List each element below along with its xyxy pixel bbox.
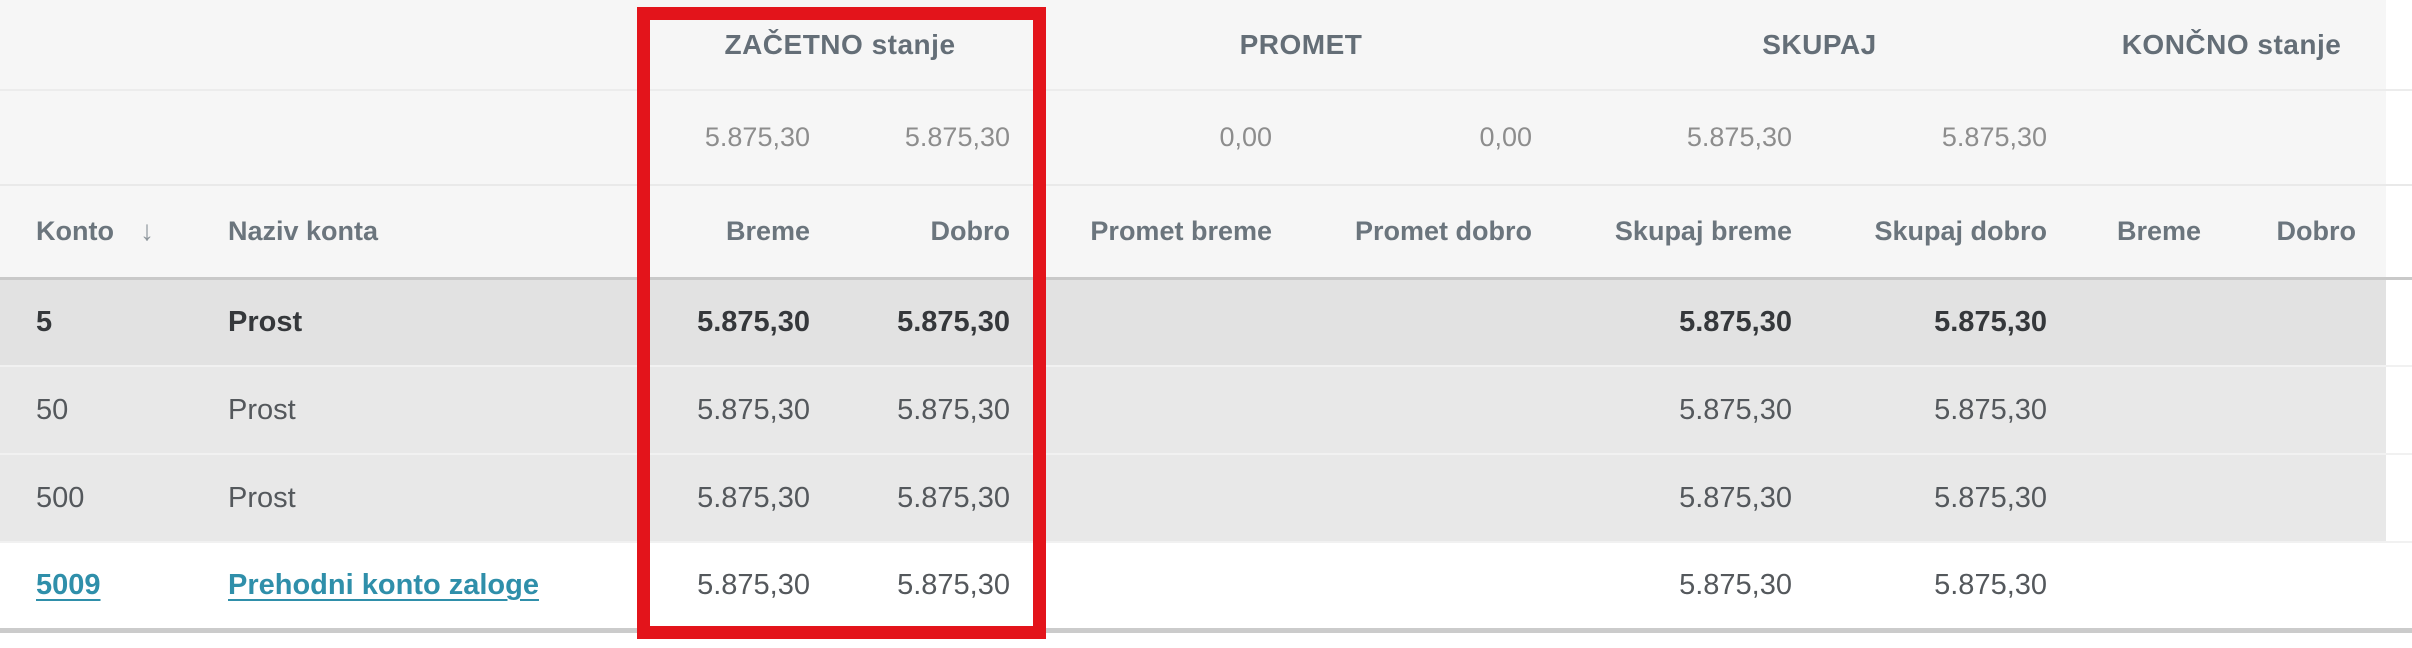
cell-konto: 50 bbox=[0, 365, 190, 454]
column-header-skupaj-dobro[interactable]: Skupaj dobro bbox=[1822, 185, 2078, 280]
table-row-konto-5: 5 Prost 5.875,30 5.875,30 5.875,30 5.875… bbox=[0, 277, 2412, 366]
cell-zacetno-dobro: 5.875,30 bbox=[840, 541, 1040, 633]
column-header-konto-label: Konto bbox=[36, 216, 114, 247]
cell-koncno-breme bbox=[2077, 453, 2232, 542]
group-header-spacer bbox=[0, 0, 640, 91]
cell-koncno-breme bbox=[2077, 277, 2232, 366]
cell-skupaj-breme: 5.875,30 bbox=[1562, 365, 1822, 454]
cell-zacetno-breme: 5.875,30 bbox=[640, 453, 840, 542]
cell-naziv-konta: Prost bbox=[190, 277, 640, 366]
cell-promet-dobro bbox=[1302, 541, 1562, 633]
group-header-row: ZAČETNO stanje PROMET SKUPAJ KONČNO stan… bbox=[0, 0, 2412, 91]
column-header-koncno-dobro[interactable]: Dobro bbox=[2231, 185, 2387, 280]
cell-skupaj-dobro: 5.875,30 bbox=[1822, 365, 2078, 454]
cell-zacetno-breme: 5.875,30 bbox=[640, 541, 840, 633]
gross-balance-table: ZAČETNO stanje PROMET SKUPAJ KONČNO stan… bbox=[0, 0, 2412, 633]
cell-skupaj-breme: 5.875,30 bbox=[1562, 541, 1822, 633]
table-row-konto-5009: 5009 Prehodni konto zaloge 5.875,30 5.87… bbox=[0, 541, 2412, 633]
cell-naziv-konta: Prost bbox=[190, 453, 640, 542]
sort-descending-icon[interactable]: ↓ bbox=[139, 215, 154, 247]
total-koncno-breme bbox=[2077, 90, 2232, 186]
cell-koncno-breme bbox=[2077, 541, 2232, 633]
cell-zacetno-breme: 5.875,30 bbox=[640, 277, 840, 366]
table-right-gutter bbox=[2386, 185, 2412, 280]
cell-zacetno-breme: 5.875,30 bbox=[640, 365, 840, 454]
cell-konto: 5009 bbox=[0, 541, 190, 633]
column-header-zacetno-breme[interactable]: Breme bbox=[640, 185, 840, 280]
table-right-gutter bbox=[2386, 90, 2412, 186]
table-right-gutter bbox=[2386, 0, 2412, 91]
cell-skupaj-breme: 5.875,30 bbox=[1562, 453, 1822, 542]
cell-naziv-konta: Prehodni konto zaloge bbox=[190, 541, 640, 633]
group-header-zacetno-stanje: ZAČETNO stanje bbox=[640, 0, 1040, 91]
total-skupaj-dobro: 5.875,30 bbox=[1822, 90, 2078, 186]
column-header-konto[interactable]: Konto ↓ bbox=[0, 185, 190, 280]
group-header-koncno-stanje: KONČNO stanje bbox=[2077, 0, 2387, 91]
table-right-gutter bbox=[2386, 365, 2412, 454]
cell-promet-dobro bbox=[1302, 365, 1562, 454]
group-header-promet: PROMET bbox=[1040, 0, 1562, 91]
cell-promet-dobro bbox=[1302, 453, 1562, 542]
totals-row: 5.875,30 5.875,30 0,00 0,00 5.875,30 5.8… bbox=[0, 90, 2412, 186]
konto-5009-link[interactable]: 5009 bbox=[36, 568, 101, 601]
cell-zacetno-dobro: 5.875,30 bbox=[840, 365, 1040, 454]
cell-skupaj-dobro: 5.875,30 bbox=[1822, 277, 2078, 366]
cell-naziv-konta: Prost bbox=[190, 365, 640, 454]
total-koncno-dobro bbox=[2231, 90, 2387, 186]
group-header-skupaj: SKUPAJ bbox=[1562, 0, 2078, 91]
table-right-gutter bbox=[2386, 277, 2412, 366]
cell-promet-breme bbox=[1040, 277, 1302, 366]
column-header-skupaj-breme[interactable]: Skupaj breme bbox=[1562, 185, 1822, 280]
total-promet-breme: 0,00 bbox=[1040, 90, 1302, 186]
total-promet-dobro: 0,00 bbox=[1302, 90, 1562, 186]
cell-promet-breme bbox=[1040, 365, 1302, 454]
cell-promet-dobro bbox=[1302, 277, 1562, 366]
total-zacetno-breme: 5.875,30 bbox=[640, 90, 840, 186]
cell-skupaj-dobro: 5.875,30 bbox=[1822, 541, 2078, 633]
cell-koncno-dobro bbox=[2231, 365, 2387, 454]
total-zacetno-dobro: 5.875,30 bbox=[840, 90, 1040, 186]
cell-skupaj-dobro: 5.875,30 bbox=[1822, 453, 2078, 542]
cell-skupaj-breme: 5.875,30 bbox=[1562, 277, 1822, 366]
cell-koncno-dobro bbox=[2231, 453, 2387, 542]
table-row-konto-500: 500 Prost 5.875,30 5.875,30 5.875,30 5.8… bbox=[0, 453, 2412, 542]
column-header-row: Konto ↓ Naziv konta Breme Dobro Promet br… bbox=[0, 185, 2412, 280]
cell-konto: 5 bbox=[0, 277, 190, 366]
cell-koncno-breme bbox=[2077, 365, 2232, 454]
table-right-gutter bbox=[2386, 541, 2412, 633]
column-header-promet-dobro[interactable]: Promet dobro bbox=[1302, 185, 1562, 280]
total-skupaj-breme: 5.875,30 bbox=[1562, 90, 1822, 186]
column-header-zacetno-dobro[interactable]: Dobro bbox=[840, 185, 1040, 280]
totals-spacer bbox=[0, 90, 640, 186]
column-header-naziv-konta[interactable]: Naziv konta bbox=[190, 185, 640, 280]
table-right-gutter bbox=[2386, 453, 2412, 542]
cell-promet-breme bbox=[1040, 541, 1302, 633]
cell-koncno-dobro bbox=[2231, 541, 2387, 633]
column-header-koncno-breme[interactable]: Breme bbox=[2077, 185, 2232, 280]
column-header-promet-breme[interactable]: Promet breme bbox=[1040, 185, 1302, 280]
cell-konto: 500 bbox=[0, 453, 190, 542]
table-row-konto-50: 50 Prost 5.875,30 5.875,30 5.875,30 5.87… bbox=[0, 365, 2412, 454]
cell-zacetno-dobro: 5.875,30 bbox=[840, 277, 1040, 366]
cell-koncno-dobro bbox=[2231, 277, 2387, 366]
naziv-konta-link[interactable]: Prehodni konto zaloge bbox=[228, 568, 539, 601]
cell-zacetno-dobro: 5.875,30 bbox=[840, 453, 1040, 542]
cell-promet-breme bbox=[1040, 453, 1302, 542]
